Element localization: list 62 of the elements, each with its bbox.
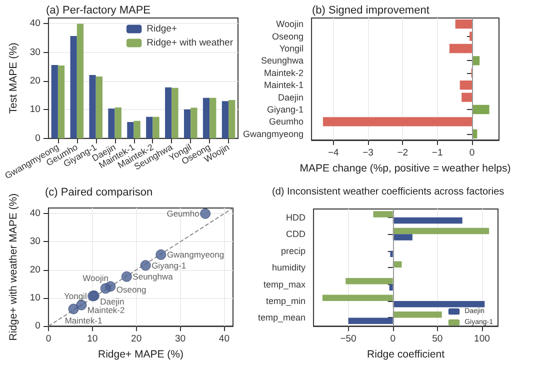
annotation: Geumho bbox=[166, 208, 200, 219]
x-tick-label: 0 bbox=[469, 148, 475, 158]
x-tick-label: −2 bbox=[397, 148, 408, 158]
annotation: Giyang-1 bbox=[152, 260, 186, 270]
y-tick-label: Geumho bbox=[269, 116, 304, 127]
y-tick-label: HDD bbox=[286, 212, 306, 222]
y-tick-label: temp_min bbox=[266, 296, 306, 306]
annotation: Gwangmyeong bbox=[166, 250, 224, 260]
y-tick-label: precip bbox=[281, 246, 306, 256]
chart-title: (b) Signed improvement bbox=[312, 4, 430, 16]
y-tick-label: 10 bbox=[30, 292, 40, 304]
legend-label: Ridge+ bbox=[146, 24, 178, 34]
x-tick-label: −1 bbox=[432, 148, 443, 158]
y-tick-label: temp_mean bbox=[258, 312, 306, 323]
x-tick-label: −4 bbox=[328, 148, 339, 158]
y-tick-label: 40 bbox=[30, 208, 40, 220]
y-tick-label: humidity bbox=[272, 262, 306, 273]
y-tick-label: 30 bbox=[30, 46, 40, 58]
annotation: Maintek-2 bbox=[87, 305, 126, 316]
y-tick-label: 0 bbox=[35, 320, 40, 332]
x-tick-label: 0 bbox=[390, 334, 396, 345]
y-tick-label: CDD bbox=[286, 229, 306, 240]
annotation: Daejin bbox=[100, 296, 125, 307]
x-axis-title: Ridge+ MAPE (%) bbox=[98, 348, 184, 360]
y-tick-label: Maintek-1 bbox=[264, 80, 304, 90]
x-axis-title: Ridge coefficient bbox=[367, 348, 445, 360]
x-tick-label: −3 bbox=[362, 148, 374, 158]
annotation: Maintek-1 bbox=[64, 315, 102, 326]
chart-title: (c) Paired comparison bbox=[45, 186, 153, 198]
y-tick-label: Woojin bbox=[276, 19, 304, 30]
y-tick-label: Maintek-2 bbox=[264, 68, 304, 78]
x-tick-label: 50 bbox=[432, 334, 443, 345]
x-tick-label: 20 bbox=[131, 334, 142, 345]
y-tick-label: 20 bbox=[30, 76, 40, 87]
y-tick-label: Seunghwa bbox=[260, 56, 304, 66]
x-tick-label: 10 bbox=[87, 334, 98, 345]
chart-title: (a) Per-factory MAPE bbox=[46, 4, 151, 16]
y-tick-label: Yongil bbox=[279, 44, 304, 54]
y-tick-label: 20 bbox=[30, 264, 40, 276]
y-tick-label: Gwangmyeong bbox=[242, 128, 304, 139]
annotation: Seunghwa bbox=[132, 272, 174, 282]
y-tick-label: Daejin bbox=[278, 92, 304, 102]
x-tick-label: −50 bbox=[340, 334, 356, 345]
y-tick-label: 40 bbox=[30, 18, 40, 30]
legend-label: Ridge+ with weather bbox=[146, 38, 234, 48]
annotation: Woojin bbox=[82, 272, 109, 283]
y-tick-label: Oseong bbox=[272, 31, 304, 42]
y-tick-label: 30 bbox=[30, 236, 40, 248]
y-tick-label: 0 bbox=[35, 132, 40, 144]
y-axis-title: Test MAPE (%) bbox=[8, 42, 20, 114]
chart-title: (d) Inconsistent weather coefficients across factories bbox=[272, 186, 504, 198]
y-tick-label: Giyang-1 bbox=[267, 104, 304, 114]
annotation: Yongil bbox=[64, 291, 87, 302]
x-axis-title: MAPE change (%p, positive = weather helps) bbox=[300, 162, 511, 174]
y-tick-label: 10 bbox=[30, 104, 40, 116]
annotation: Oseong bbox=[116, 284, 146, 294]
x-tick-label: 40 bbox=[218, 334, 230, 345]
y-tick-label: temp_max bbox=[263, 279, 306, 290]
x-tick-label: 100 bbox=[474, 334, 490, 345]
y-axis-title: Ridge+ with weather MAPE (%) bbox=[8, 193, 20, 341]
x-tick-label: 0 bbox=[46, 334, 52, 345]
x-tick-label: 30 bbox=[174, 334, 186, 345]
